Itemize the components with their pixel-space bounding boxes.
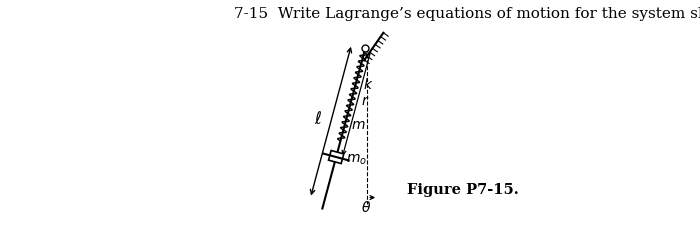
Text: $k$: $k$: [363, 77, 373, 92]
Text: $r$: $r$: [360, 94, 370, 109]
Polygon shape: [328, 150, 344, 164]
Text: $m$: $m$: [351, 118, 366, 132]
Text: $m_o$: $m_o$: [346, 152, 367, 167]
Text: $\theta$: $\theta$: [361, 200, 371, 215]
Text: $\ell$: $\ell$: [314, 111, 322, 128]
Text: 7-15  Write Lagrange’s equations of motion for the system shown in Fig. P7-15.: 7-15 Write Lagrange’s equations of motio…: [234, 7, 700, 21]
Text: Figure P7-15.: Figure P7-15.: [407, 183, 519, 197]
